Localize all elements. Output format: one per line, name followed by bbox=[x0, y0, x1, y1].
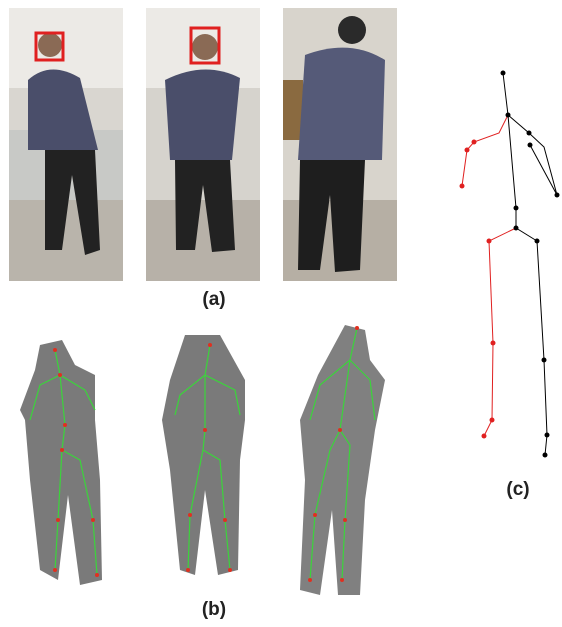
panel-label: (a) bbox=[202, 289, 225, 310]
photo-back bbox=[283, 8, 397, 281]
depth-side bbox=[162, 335, 245, 575]
photo-side bbox=[146, 8, 260, 281]
photo-front bbox=[9, 8, 123, 281]
depth-back bbox=[300, 325, 385, 595]
skeleton bbox=[460, 71, 560, 458]
figure: (a) (b) (c) bbox=[0, 0, 562, 627]
panel-label: (c) bbox=[506, 479, 529, 500]
depth-front bbox=[20, 340, 102, 585]
panel-label: (b) bbox=[202, 599, 226, 620]
